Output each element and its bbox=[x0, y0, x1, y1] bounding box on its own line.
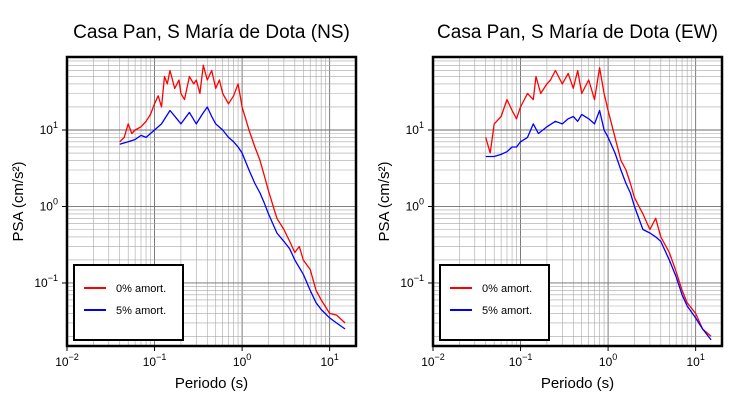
chart-2-legend-label: 5% amort. bbox=[482, 305, 532, 317]
chart-1-xlabel: Periodo (s) bbox=[175, 375, 248, 392]
chart-1-series-0-amort bbox=[119, 64, 346, 324]
chart-2-xtick-label: 101 bbox=[686, 352, 704, 369]
chart-2-series-5-amort bbox=[485, 109, 712, 341]
chart-1-ytick-label: 10−1 bbox=[34, 273, 58, 290]
chart-2-title: Casa Pan, S María de Dota (EW) bbox=[437, 22, 718, 43]
chart-2-xtick-label: 100 bbox=[599, 352, 617, 369]
chart-1-legend-label: 5% amort. bbox=[116, 305, 166, 317]
chart-2-xtick-label: 10−2 bbox=[421, 352, 445, 369]
chart-2-ytick-label: 10−1 bbox=[400, 273, 424, 290]
chart-2-ytick-label: 100 bbox=[406, 196, 424, 213]
chart-1-ylabel: PSA (cm/s²) bbox=[10, 161, 27, 241]
chart-1-legend-box bbox=[73, 264, 184, 341]
chart-2-frame bbox=[431, 55, 724, 348]
chart-1-xtick-label: 101 bbox=[320, 352, 338, 369]
chart-2-legend-label: 0% amort. bbox=[482, 283, 532, 295]
chart-1-xtick-label: 10−2 bbox=[55, 352, 79, 369]
chart-2-series-0-amort bbox=[485, 67, 712, 337]
chart-2-xtick-label: 10−1 bbox=[509, 352, 533, 369]
chart-2-legend-box bbox=[439, 264, 550, 341]
chart-1: 10−2 10−1 100 101 10−1 100 101 Casa Pan, S Marí… bbox=[10, 22, 358, 392]
chart-2: 10−2 10−1 100 101 10−1 100 101 Casa Pan, S Marí… bbox=[376, 22, 724, 392]
chart-2-xlabel: Periodo (s) bbox=[541, 375, 614, 392]
chart-1-legend-label: 0% amort. bbox=[116, 283, 166, 295]
chart-1-ytick-label: 101 bbox=[40, 120, 58, 137]
chart-1-ytick-label: 100 bbox=[40, 196, 58, 213]
chart-1-frame bbox=[65, 55, 358, 348]
chart-1-title: Casa Pan, S María de Dota (NS) bbox=[73, 22, 350, 43]
chart-2-ytick-label: 101 bbox=[406, 120, 424, 137]
chart-2-ylabel: PSA (cm/s²) bbox=[376, 161, 393, 241]
chart-1-series-5-amort bbox=[119, 106, 346, 330]
chart-1-xtick-label: 10−1 bbox=[143, 352, 167, 369]
chart-2-legend: 0% amort. 5% amort. bbox=[439, 264, 550, 341]
chart-1-legend: 0% amort. 5% amort. bbox=[73, 264, 184, 341]
chart-1-xtick-label: 100 bbox=[233, 352, 251, 369]
